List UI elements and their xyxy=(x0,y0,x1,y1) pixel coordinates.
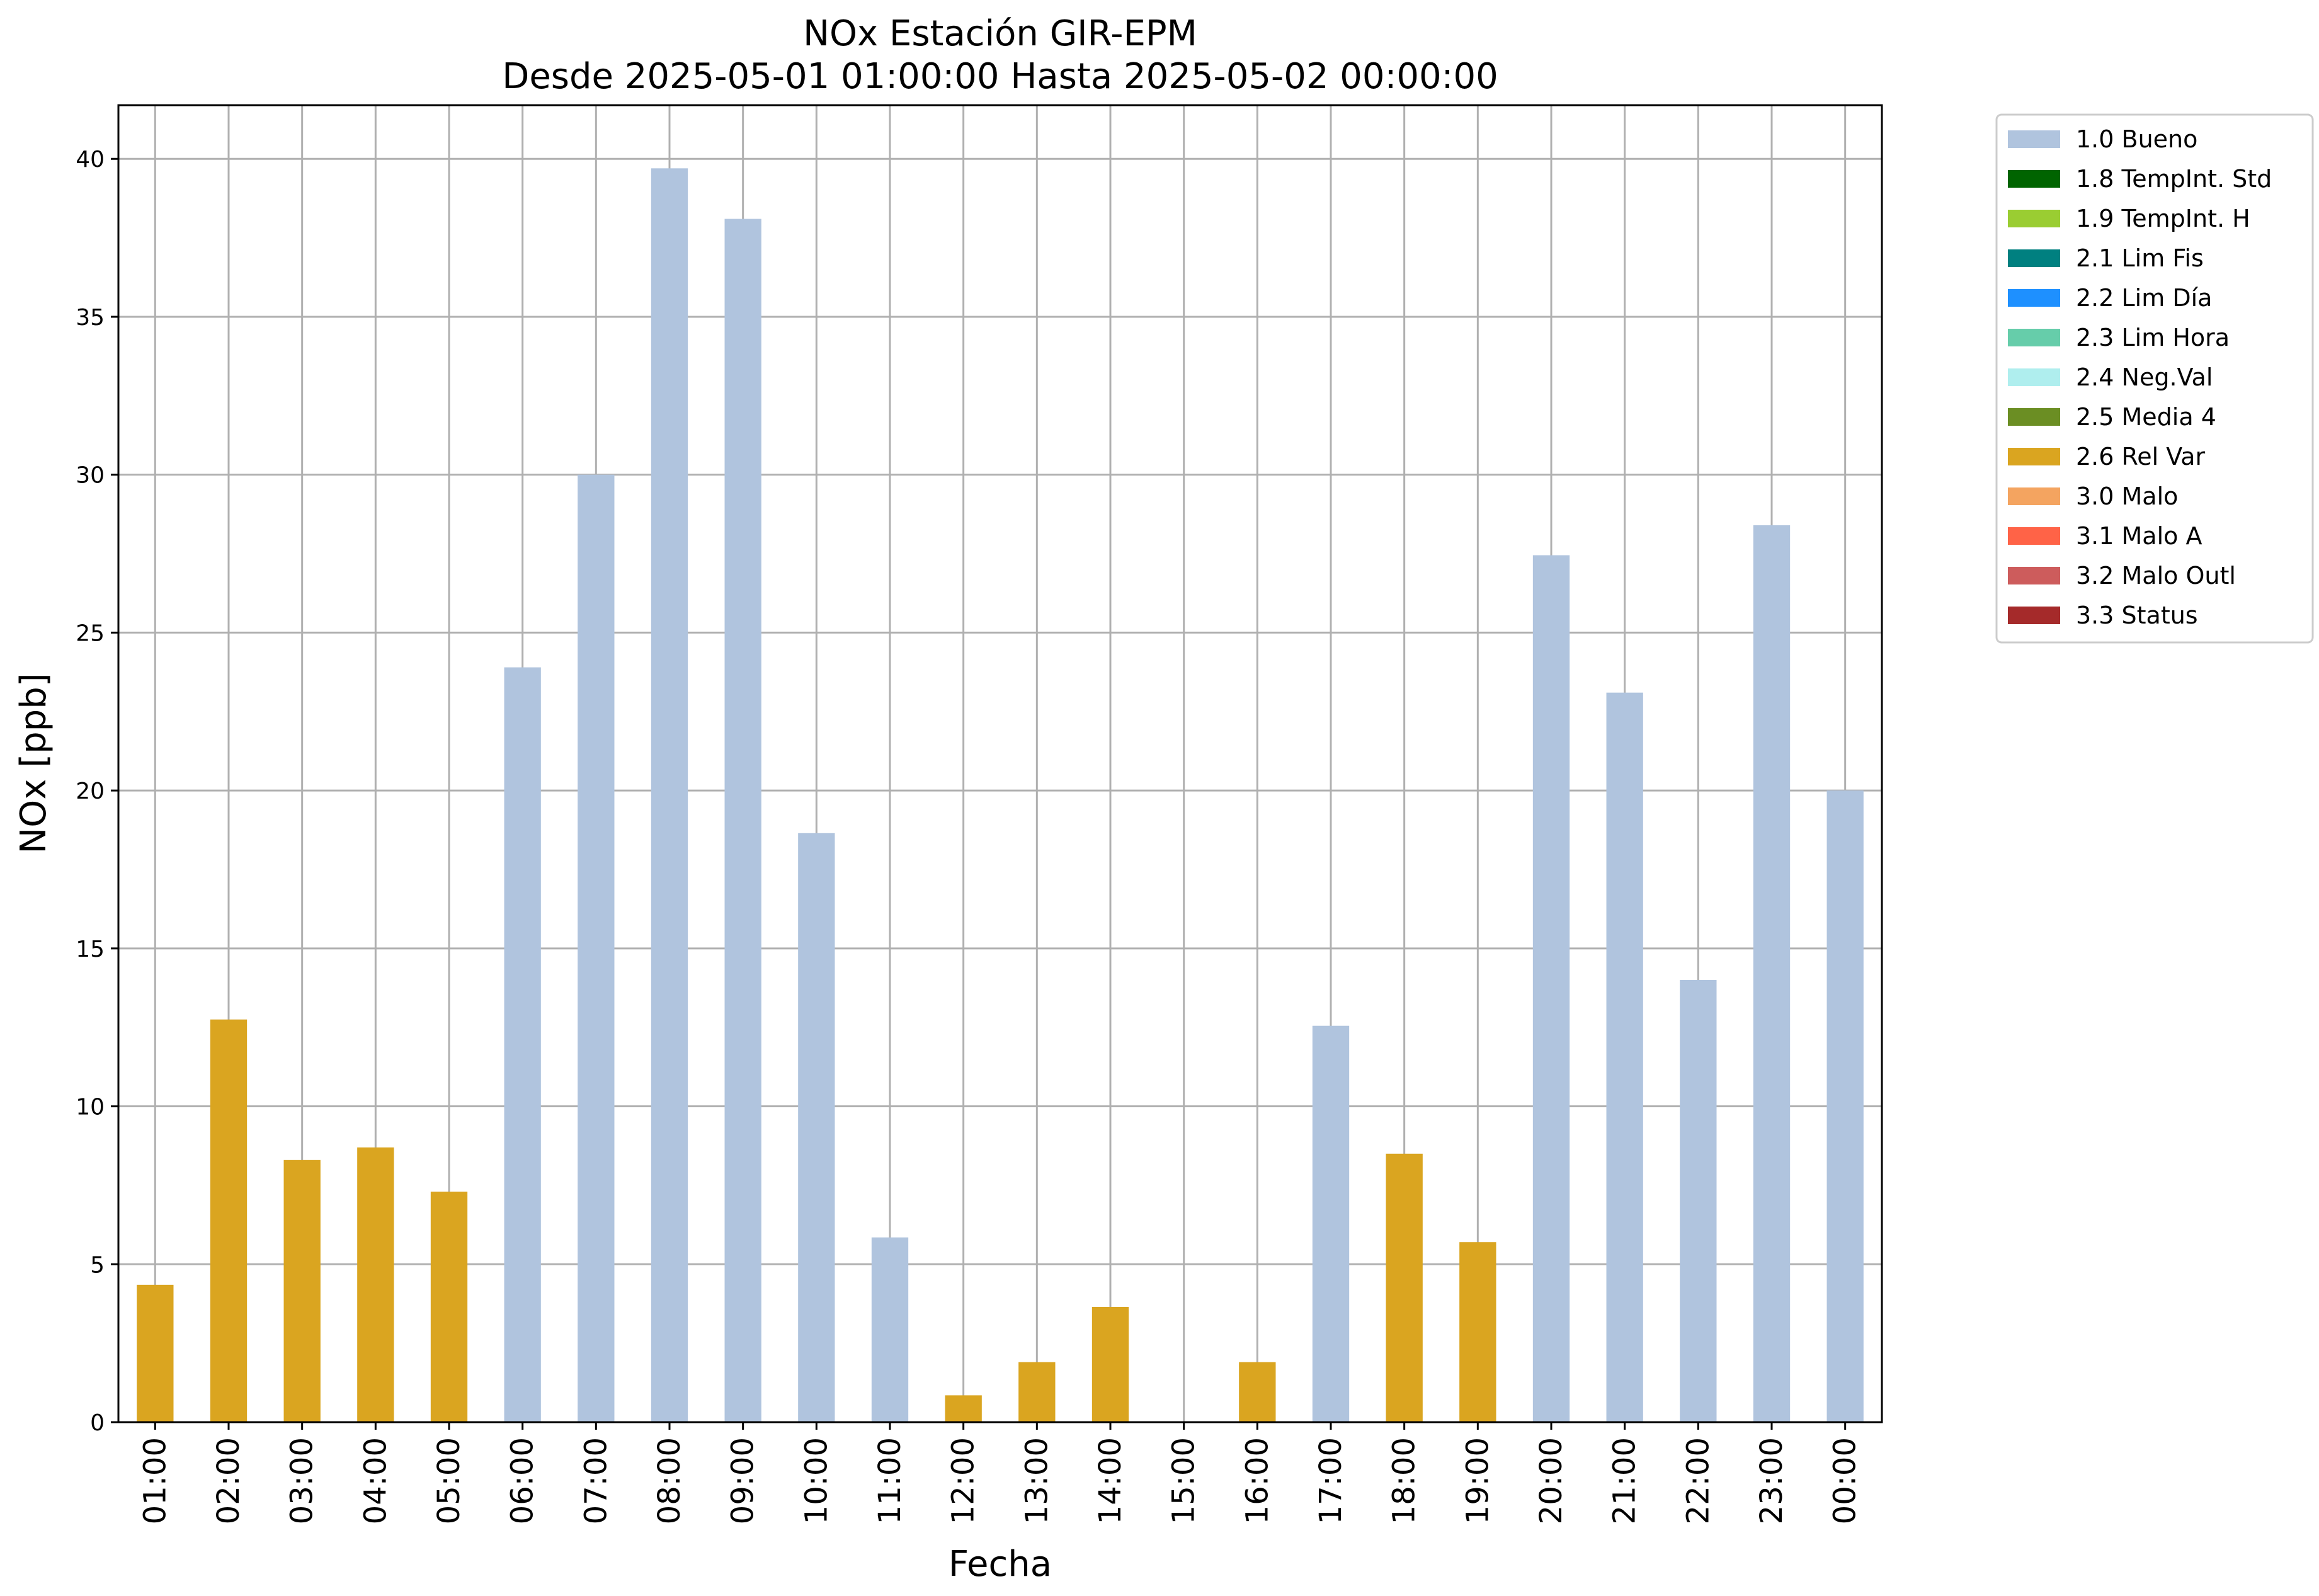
legend-label: 3.3 Status xyxy=(2076,601,2198,629)
legend-swatch xyxy=(2008,289,2060,307)
legend-frame xyxy=(1995,113,2314,644)
bar-0600 xyxy=(504,667,541,1422)
x-tick-label: 15:00 xyxy=(1166,1437,1202,1524)
bar-2300 xyxy=(1753,525,1791,1422)
y-tick-label: 0 xyxy=(90,1410,105,1436)
bar-0700 xyxy=(578,474,615,1422)
chart-subtitle: Desde 2025-05-01 01:00:00 Hasta 2025-05-… xyxy=(502,56,1498,97)
y-tick-label: 5 xyxy=(90,1252,105,1278)
bar-0500 xyxy=(430,1191,468,1422)
bar-1400 xyxy=(1091,1306,1129,1422)
x-tick-label: 20:00 xyxy=(1534,1437,1569,1524)
legend-swatch xyxy=(2008,170,2060,188)
x-tick-label: 10:00 xyxy=(799,1437,834,1524)
x-tick-label: 01:00 xyxy=(137,1437,173,1524)
x-tick-label: 23:00 xyxy=(1754,1437,1789,1524)
y-tick-label: 15 xyxy=(76,937,105,962)
legend-swatch xyxy=(2008,527,2060,545)
x-tick-label: 21:00 xyxy=(1607,1437,1643,1524)
legend-swatch xyxy=(2008,368,2060,386)
legend-label: 1.0 Bueno xyxy=(2076,125,2197,153)
y-axis: 0 5 10 15 20 25 30 35 40 xyxy=(76,147,118,1436)
y-tick-label: 25 xyxy=(76,620,105,646)
legend-swatch xyxy=(2008,249,2060,267)
bar-0800 xyxy=(651,168,688,1422)
x-tick-label: 00:00 xyxy=(1828,1437,1863,1524)
legend-label: 1.8 TempInt. Std xyxy=(2076,165,2272,193)
bar-0300 xyxy=(283,1160,321,1422)
legend-label: 2.2 Lim Día xyxy=(2076,284,2212,312)
x-tick-label: 03:00 xyxy=(285,1437,320,1524)
bars xyxy=(137,168,1864,1423)
y-tick-label: 10 xyxy=(76,1095,105,1120)
legend-label: 2.5 Media 4 xyxy=(2076,403,2216,431)
x-tick-label: 12:00 xyxy=(946,1437,981,1524)
legend-label: 2.1 Lim Fis xyxy=(2076,244,2204,272)
x-tick-label: 06:00 xyxy=(505,1437,540,1524)
bar-2000 xyxy=(1532,555,1570,1423)
y-tick-label: 30 xyxy=(76,463,105,489)
y-axis-label: NOx [ppb] xyxy=(13,673,54,853)
bar-0900 xyxy=(724,219,761,1423)
x-tick-label: 16:00 xyxy=(1239,1437,1275,1524)
legend-swatch xyxy=(2008,130,2060,148)
x-tick-label: 09:00 xyxy=(726,1437,761,1524)
legend-label: 2.3 Lim Hora xyxy=(2076,324,2230,351)
bar-0400 xyxy=(357,1147,394,1422)
x-tick-label: 02:00 xyxy=(211,1437,246,1524)
legend-label: 2.4 Neg.Val xyxy=(2076,363,2213,391)
chart-title: NOx Estación GIR-EPM xyxy=(803,13,1197,54)
legend-swatch xyxy=(2008,210,2060,227)
x-tick-label: 22:00 xyxy=(1680,1437,1716,1524)
x-axis-label: Fecha xyxy=(949,1544,1052,1585)
x-tick-label: 19:00 xyxy=(1460,1437,1495,1524)
x-tick-label: 17:00 xyxy=(1313,1437,1348,1524)
legend-swatch xyxy=(2008,448,2060,465)
bar-1900 xyxy=(1459,1242,1496,1422)
x-axis: 01:00 02:00 03:00 04:00 05:00 06:00 07:00 08:00… xyxy=(137,1422,1863,1524)
y-tick-label: 40 xyxy=(76,147,105,173)
bar-1700 xyxy=(1312,1025,1350,1422)
bar-1800 xyxy=(1386,1153,1423,1422)
x-tick-label: 08:00 xyxy=(652,1437,687,1524)
legend-label: 2.6 Rel Var xyxy=(2076,443,2206,470)
bar-0100 xyxy=(137,1284,174,1422)
legend-label: 3.2 Malo Outl xyxy=(2076,562,2236,590)
legend-swatch xyxy=(2008,567,2060,584)
y-tick-label: 35 xyxy=(76,305,105,331)
x-tick-label: 11:00 xyxy=(872,1437,908,1524)
x-tick-label: 05:00 xyxy=(431,1437,467,1524)
x-tick-label: 14:00 xyxy=(1093,1437,1128,1524)
x-tick-label: 13:00 xyxy=(1019,1437,1054,1524)
y-tick-label: 20 xyxy=(76,778,105,804)
bar-0200 xyxy=(210,1019,248,1422)
bar-0000 xyxy=(1826,790,1864,1422)
legend-swatch xyxy=(2008,607,2060,624)
legend-label: 1.9 TempInt. H xyxy=(2076,205,2250,232)
legend-swatch xyxy=(2008,408,2060,426)
plot-frame xyxy=(117,104,1883,1423)
bar-2100 xyxy=(1606,692,1643,1422)
legend-label: 3.0 Malo xyxy=(2076,482,2178,510)
bar-1200 xyxy=(945,1395,982,1422)
bar-1300 xyxy=(1018,1362,1056,1422)
bar-1100 xyxy=(871,1237,909,1422)
legend-swatch xyxy=(2008,329,2060,346)
x-tick-label: 18:00 xyxy=(1387,1437,1422,1524)
legend-label: 3.1 Malo A xyxy=(2076,522,2202,550)
bar-2200 xyxy=(1680,979,1717,1422)
x-tick-label: 07:00 xyxy=(578,1437,613,1524)
legend-swatch xyxy=(2008,487,2060,505)
x-tick-label: 04:00 xyxy=(358,1437,393,1524)
bar-1000 xyxy=(798,833,835,1422)
bar-1600 xyxy=(1239,1362,1276,1422)
legend: 1.0 Bueno 1.8 TempInt. Std 1.9 TempInt. H 2… xyxy=(1995,113,2314,644)
